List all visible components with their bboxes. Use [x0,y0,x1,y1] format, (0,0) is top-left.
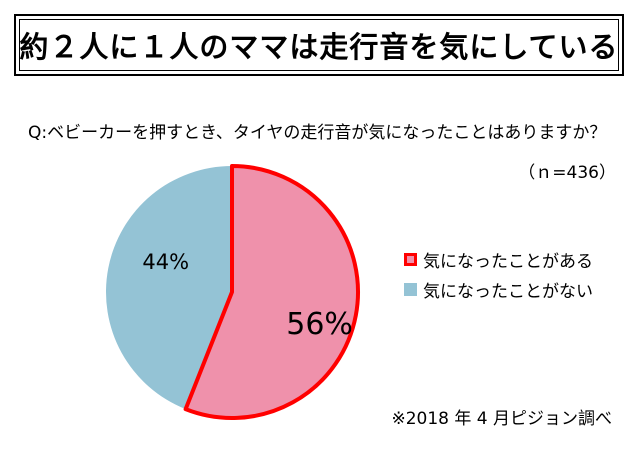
source-note: ※2018 年 4 月ピジョン調べ [391,409,612,429]
title-box: 約２人に１人のママは走行音を気にしている [14,14,624,76]
pie-label-yes: 56% [286,307,353,342]
chart-title: 約２人に１人のママは走行音を気にしている [19,30,619,64]
legend-swatch-yes [404,252,417,266]
legend-label-no: 気になったことがない [423,281,593,302]
question-text: Q:ベビーカーを押すとき、タイヤの走行音が気になったことはありますか？ [28,123,607,143]
pie-slice-no [105,166,232,410]
legend-item-no: 気になったことがない [404,274,593,304]
legend-label-yes: 気になったことがある [423,251,593,272]
legend-item-yes: 気になったことがある [404,244,593,274]
pie-label-no: 44% [142,250,189,274]
sample-size-label: （ｎ=436） [518,163,616,183]
pie-slice-yes [183,164,360,420]
legend-swatch-no [404,282,417,296]
legend: 気になったことがある 気になったことがない [404,244,593,304]
